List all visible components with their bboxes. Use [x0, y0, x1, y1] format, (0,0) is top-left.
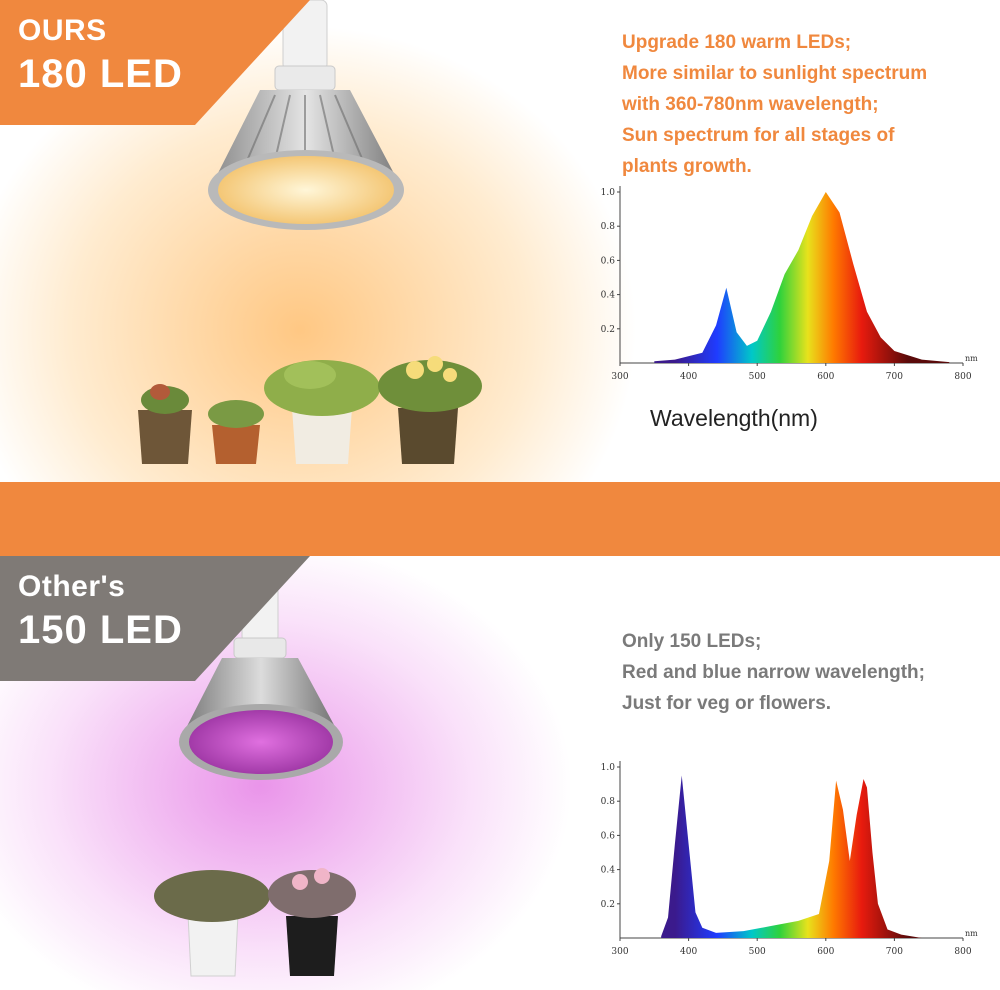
x-tick-label: 400 [680, 372, 697, 382]
x-tick-label: 800 [954, 372, 971, 382]
y-tick-label: 0.6 [601, 256, 616, 266]
full-spectrum-chart: 1.0 0.8 0.6 0.4 0.2 300 400 500 600 700 800 nm [601, 186, 978, 382]
description-line: with 360-780nm wavelength; [622, 94, 879, 115]
potted-plants-pair [154, 868, 356, 977]
description-line: Just for veg or flowers. [622, 693, 832, 714]
description-line: Sun spectrum for all stages of [622, 125, 895, 146]
description-line: plants growth. [622, 156, 752, 177]
y-tick-label: 0.6 [601, 831, 616, 841]
x-tick-label: 600 [817, 947, 834, 957]
y-tick-label: 1.0 [601, 763, 616, 773]
x-tick-label: 700 [886, 372, 903, 382]
description-line: Red and blue narrow wavelength; [622, 662, 925, 683]
y-tick-label: 0.8 [601, 797, 616, 807]
x-tick-label: 400 [680, 947, 697, 957]
potted-plants-row [138, 356, 482, 464]
badge-title: OURS [18, 14, 107, 47]
y-tick-label: 0.8 [601, 222, 616, 232]
x-tick-label: 300 [611, 947, 628, 957]
y-tick-label: 0.2 [601, 900, 615, 910]
badge-background [0, 0, 310, 125]
x-axis-unit: nm [965, 929, 978, 938]
x-tick-label: 300 [611, 372, 628, 382]
x-axis-unit: nm [965, 354, 978, 363]
ours-description: Upgrade 180 warm LEDs; More similar to s… [622, 27, 927, 182]
badge-background [0, 556, 310, 681]
y-tick-label: 0.4 [601, 291, 616, 301]
y-tick-label: 1.0 [601, 188, 616, 198]
description-line: More similar to sunlight spectrum [622, 63, 928, 84]
badge-led-count: 150 LED [18, 608, 183, 652]
x-tick-label: 800 [954, 947, 971, 957]
x-tick-label: 600 [817, 372, 834, 382]
y-tick-label: 0.4 [601, 866, 616, 876]
ours-panel: OURS 180 LED Upgrade 180 warm LEDs; More… [0, 0, 1000, 482]
badge-title: Other's [18, 570, 126, 603]
description-line: Upgrade 180 warm LEDs; [622, 32, 852, 53]
others-panel: Other's 150 LED [0, 556, 1000, 990]
description-line: Only 150 LEDs; [622, 631, 762, 652]
x-tick-label: 700 [886, 947, 903, 957]
red-blue-spectrum-chart: 1.0 0.8 0.6 0.4 0.2 300 400 500 600 700 800 nm [601, 761, 978, 957]
section-divider [0, 482, 1000, 556]
y-tick-label: 0.2 [601, 325, 615, 335]
ours-badge: OURS 180 LED [0, 0, 320, 125]
others-badge: Other's 150 LED [0, 556, 320, 681]
badge-led-count: 180 LED [18, 52, 183, 96]
x-tick-label: 500 [749, 372, 766, 382]
others-description: Only 150 LEDs; Red and blue narrow wavel… [622, 626, 925, 719]
spectrum-area [661, 775, 922, 938]
x-tick-label: 500 [749, 947, 766, 957]
x-axis-caption: Wavelength(nm) [650, 405, 818, 431]
spectrum-area [654, 192, 950, 363]
warm-led-bulb [208, 0, 404, 230]
